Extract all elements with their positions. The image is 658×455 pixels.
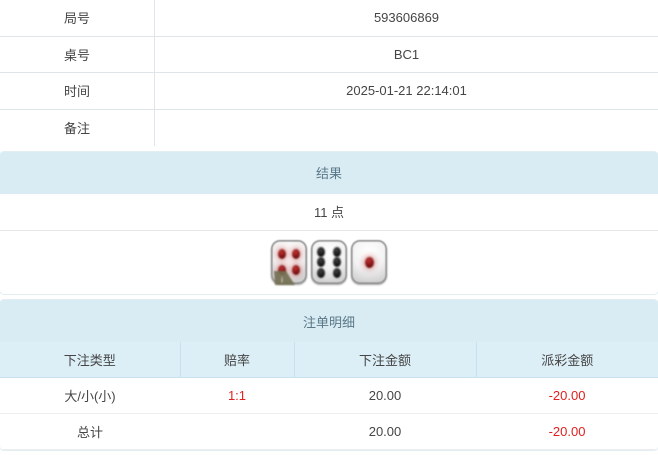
svg-text:i: i: [281, 275, 283, 284]
